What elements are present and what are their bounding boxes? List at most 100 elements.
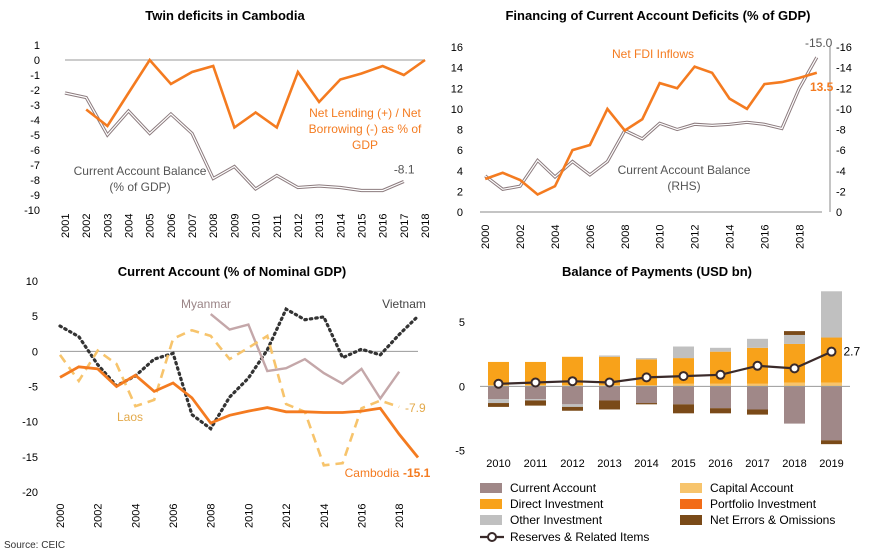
x-tick-label: 2014 [319, 504, 331, 528]
x-tick-label: 2010 [655, 225, 667, 249]
x-tick-label: 2018 [420, 214, 432, 238]
current-account-bar [562, 386, 583, 405]
legend-label-direct-investment: Direct Investment [510, 497, 604, 511]
ca-financing-title: Financing of Current Account Deficits (%… [505, 8, 810, 23]
direct-investment-bar [821, 337, 842, 383]
net-errors-omissions-bar [636, 403, 657, 405]
current-account-bar [710, 386, 731, 409]
current-account-bar [636, 386, 657, 404]
ca-rhs-line-inner [484, 57, 818, 190]
net-fdi-line [484, 65, 818, 197]
net-errors-omissions-bar [562, 406, 583, 411]
x-tick-label: 2006 [585, 225, 597, 249]
y-tick-label: 2 [457, 186, 463, 198]
laos-line [58, 328, 400, 467]
reserves-point [678, 371, 689, 382]
x-tick-label: 2017 [399, 214, 411, 238]
current-account-bar [784, 386, 805, 424]
capital-account-bar [821, 382, 842, 387]
y-right-tick-label: -12 [836, 83, 852, 95]
cambodia-series-label: Cambodia [345, 466, 400, 480]
legend-label-net-errors-omissions: Net Errors & Omissions [710, 513, 835, 527]
current-account-bar [747, 386, 768, 410]
direct-investment-bar [599, 356, 620, 386]
bop-legend: Current Account Capital Account Direct Inv… [480, 481, 835, 544]
ca-financing-panel: Financing of Current Account Deficits (%… [451, 8, 852, 249]
current-account-end-label: -8.1 [394, 163, 415, 177]
legend-swatch-capital-account [680, 483, 702, 493]
capital-account-bar [747, 383, 768, 387]
other-investment-bar [636, 358, 657, 360]
current-account-panel: Current Account (% of Nominal GDP) 10 5 0 -… [22, 264, 431, 528]
y-tick-label: -3 [30, 100, 40, 112]
y-right-tick-label: -10 [836, 104, 852, 116]
x-tick-label: 2016 [356, 504, 368, 528]
y-tick-label: -20 [22, 487, 38, 499]
legend-label-reserves: Reserves & Related Items [510, 530, 649, 544]
x-tick-label: 2000 [480, 225, 492, 249]
capital-account-bar [710, 383, 731, 387]
reserves-point [641, 372, 652, 383]
x-tick-label: 2015 [356, 214, 368, 238]
y-tick-label: -5 [30, 130, 40, 142]
legend-swatch-net-errors-omissions [680, 515, 702, 525]
x-tick-label: 2007 [187, 214, 199, 238]
reserves-point [715, 369, 726, 380]
current-account-bar [488, 386, 509, 400]
y-tick-label: 6 [457, 145, 463, 157]
x-tick-label: 2008 [620, 225, 632, 249]
current-account-bar [673, 386, 694, 405]
cambodia-line [59, 365, 420, 459]
net-errors-omissions-bar [599, 400, 620, 410]
other-investment-bar [525, 399, 546, 401]
y-tick-label: -15 [22, 452, 38, 464]
y-right-tick-label: -16 [836, 42, 852, 54]
x-tick-label: 2004 [130, 504, 142, 528]
x-tick-label: 2018 [794, 225, 806, 249]
x-tick-label: 2012 [281, 504, 293, 528]
vietnam-series-label: Vietnam [382, 297, 426, 311]
ca-rhs-series-label: (RHS) [667, 179, 700, 193]
net-errors-omissions-bar [710, 408, 731, 414]
y-tick-label: -1 [30, 70, 40, 82]
x-tick-label: 2010 [251, 214, 263, 238]
y-tick-label: 4 [457, 166, 463, 178]
current-account-series-label: (% of GDP) [109, 180, 170, 194]
current-account-line-inner [64, 92, 405, 192]
other-investment-bar [562, 404, 583, 407]
current-account-title: Current Account (% of Nominal GDP) [118, 264, 346, 279]
source-note: Source: CEIC [4, 540, 66, 551]
y-right-tick-label: -14 [836, 63, 852, 75]
twin-deficits-title: Twin deficits in Cambodia [145, 8, 305, 23]
balance-of-payments-plot: 2010 2011 2012 2013 2014 2015 2016 2017 2018 2019… [455, 291, 861, 470]
y-tick-label: 10 [451, 104, 463, 116]
capital-account-bar [636, 385, 657, 387]
current-account-plot: 10 5 0 -5 -10 -15 -20 2000 2002 2004 2006 2008 2010 2… [22, 276, 431, 528]
reserves-end-label: 2.7 [844, 345, 861, 359]
reserves-point [752, 360, 763, 371]
y-tick-label: 5 [459, 317, 465, 329]
x-tick-label: 2012 [690, 225, 702, 249]
x-tick-label: 2003 [102, 214, 114, 238]
y-tick-label: 10 [26, 276, 38, 288]
x-tick-label: 2002 [81, 214, 93, 238]
x-tick-label: 2006 [166, 214, 178, 238]
other-investment-bar [747, 338, 768, 348]
legend-swatch-other-investment [480, 515, 502, 525]
y-tick-label: 16 [451, 42, 463, 54]
x-tick-label: 2011 [272, 214, 284, 238]
x-tick-label: 2005 [145, 214, 157, 238]
reserves-point [530, 377, 541, 388]
x-tick-label: 2015 [671, 458, 695, 470]
ca-financing-plot: 0 2 4 6 8 10 12 14 16 0 -2 -4 -6 -8 -10 -12 -14 -16 2000 20… [451, 36, 852, 249]
other-investment-bar [821, 291, 842, 338]
y-right-tick-label: -2 [836, 186, 846, 198]
x-tick-label: 2019 [819, 458, 843, 470]
y-tick-label: -2 [30, 85, 40, 97]
other-investment-bar [710, 347, 731, 352]
x-tick-label: 2011 [524, 458, 548, 470]
x-tick-label: 2009 [229, 214, 241, 238]
y-tick-label: -5 [455, 446, 465, 458]
y-tick-label: -4 [30, 115, 40, 127]
reserves-point [826, 346, 837, 357]
